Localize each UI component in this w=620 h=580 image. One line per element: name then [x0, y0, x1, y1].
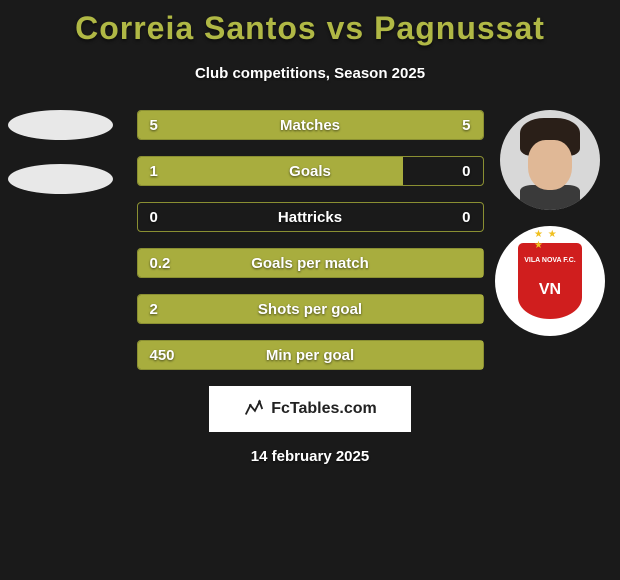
comparison-subtitle: Club competitions, Season 2025: [0, 65, 620, 82]
player1-club-placeholder: [8, 164, 113, 194]
brand-text: FcTables.com: [271, 400, 377, 418]
metric-row: 450Min per goal: [137, 340, 484, 370]
left-player-avatars: [8, 110, 113, 218]
club-initials: VN: [518, 281, 582, 299]
metric-value-right: 0: [462, 157, 470, 187]
comparison-date: 14 february 2025: [0, 448, 620, 465]
player1-photo-placeholder: [8, 110, 113, 140]
metric-row: 0.2Goals per match: [137, 248, 484, 278]
comparison-title: Correia Santos vs Pagnussat: [0, 0, 620, 47]
metric-label: Hattricks: [138, 203, 483, 233]
club-name-text: VILA NOVA F.C.: [518, 257, 582, 265]
fctables-logo-icon: [243, 398, 265, 420]
metric-row: 5Matches5: [137, 110, 484, 140]
metric-label: Goals per match: [138, 249, 483, 279]
club-stars-icon: ★ ★ ★: [534, 229, 566, 251]
brand-badge: FcTables.com: [209, 386, 411, 432]
player2-photo: [500, 110, 600, 210]
metric-row: 0Hattricks0: [137, 202, 484, 232]
metric-row: 1Goals0: [137, 156, 484, 186]
metric-label: Matches: [138, 111, 483, 141]
metric-label: Min per goal: [138, 341, 483, 371]
metric-bars: 5Matches51Goals00Hattricks00.2Goals per …: [137, 110, 484, 370]
metric-label: Goals: [138, 157, 483, 187]
comparison-area: ★ ★ ★ VILA NOVA F.C. VN 5Matches5 1Goals0…: [0, 110, 620, 370]
metric-row: 2Shots per goal: [137, 294, 484, 324]
player2-club-logo: ★ ★ ★ VILA NOVA F.C. VN: [495, 226, 605, 336]
right-player-avatars: ★ ★ ★ VILA NOVA F.C. VN: [495, 110, 605, 336]
metric-label: Shots per goal: [138, 295, 483, 325]
metric-value-right: 5: [462, 111, 470, 141]
metric-value-right: 0: [462, 203, 470, 233]
